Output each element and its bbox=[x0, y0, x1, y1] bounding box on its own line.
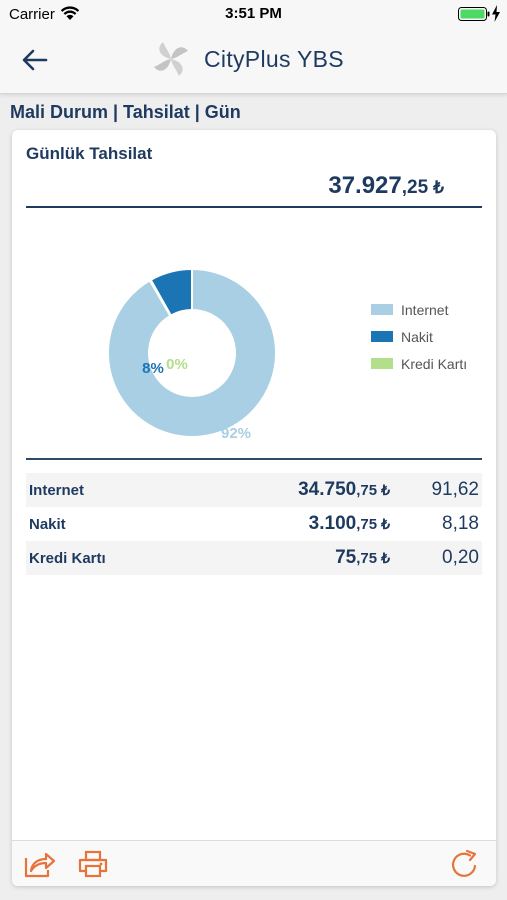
status-time: 3:51 PM bbox=[225, 5, 282, 22]
divider bbox=[26, 206, 482, 208]
carrier-label: Carrier bbox=[9, 6, 55, 23]
row-name: Nakit bbox=[29, 516, 66, 533]
divider bbox=[26, 458, 482, 460]
legend-swatch bbox=[371, 358, 393, 369]
legend-label: Kredi Kartı bbox=[401, 355, 468, 372]
table-row: Kredi Kartı 75,75 ₺ 0,20 bbox=[26, 541, 482, 575]
row-name: Internet bbox=[29, 482, 85, 499]
share-icon[interactable] bbox=[22, 849, 56, 879]
donut-data-label: 8% bbox=[142, 360, 164, 377]
legend-item: Nakit bbox=[371, 323, 467, 350]
row-amount-decimal: ,75 bbox=[356, 516, 378, 533]
table-row: Nakit 3.100,75 ₺ 8,18 bbox=[26, 507, 482, 541]
currency-symbol: ₺ bbox=[381, 550, 390, 566]
donut-slice-kredi-kartı bbox=[148, 278, 173, 318]
footer-toolbar bbox=[12, 840, 496, 886]
legend-label: Internet bbox=[401, 301, 449, 318]
row-amount-decimal: ,75 bbox=[356, 482, 378, 499]
total-amount-integer: 37.927 bbox=[328, 172, 402, 199]
cityplus-logo-icon bbox=[154, 42, 188, 76]
chart-legend: Internet Nakit Kredi Kartı bbox=[371, 296, 467, 377]
legend-swatch bbox=[371, 331, 393, 342]
currency-symbol: ₺ bbox=[381, 516, 390, 532]
breadcrumb: Mali Durum | Tahsilat | Gün bbox=[10, 102, 241, 122]
app-title: CityPlus YBS bbox=[204, 46, 344, 72]
currency-symbol: ₺ bbox=[381, 482, 390, 498]
breakdown-table: Internet 34.750,75 ₺ 91,62 Nakit 3.100,75… bbox=[26, 473, 482, 575]
status-bar: Carrier 3:51 PM bbox=[0, 0, 507, 28]
row-name: Kredi Kartı bbox=[29, 550, 106, 567]
legend-item: Internet bbox=[371, 296, 467, 323]
nav-bar: CityPlus YBS bbox=[0, 28, 507, 94]
row-amount-integer: 75 bbox=[335, 547, 357, 568]
donut-data-label: 92% bbox=[221, 425, 251, 438]
donut-slice-nakit bbox=[149, 267, 193, 317]
total-amount: 37.927,25 ₺ bbox=[328, 172, 444, 200]
card-title: Günlük Tahsilat bbox=[26, 144, 153, 163]
battery-icon bbox=[458, 7, 490, 21]
row-percent: 91,62 bbox=[431, 479, 479, 500]
row-amount: 3.100,75 ₺ bbox=[309, 513, 390, 535]
legend-swatch bbox=[371, 304, 393, 315]
row-amount-decimal: ,75 bbox=[356, 550, 378, 567]
row-amount: 75,75 ₺ bbox=[335, 547, 390, 569]
back-arrow-icon[interactable] bbox=[22, 48, 48, 72]
charging-icon bbox=[492, 5, 500, 22]
printer-icon[interactable] bbox=[76, 849, 110, 879]
wifi-icon bbox=[60, 6, 80, 20]
row-amount: 34.750,75 ₺ bbox=[298, 479, 390, 501]
legend-item: Kredi Kartı bbox=[371, 350, 467, 377]
row-amount-integer: 3.100 bbox=[308, 513, 357, 534]
row-amount-integer: 34.750 bbox=[298, 479, 357, 500]
total-amount-decimal: ,25 bbox=[401, 177, 429, 198]
donut-data-label: 0% bbox=[166, 356, 188, 373]
currency-symbol: ₺ bbox=[433, 178, 444, 197]
refresh-icon[interactable] bbox=[448, 849, 482, 879]
legend-label: Nakit bbox=[401, 328, 433, 345]
daily-collection-card: Günlük Tahsilat 37.927,25 ₺ 92% 8% 0% Inter… bbox=[12, 130, 496, 886]
donut-slice-internet bbox=[107, 267, 277, 438]
donut-chart: 92% 8% 0% bbox=[107, 267, 277, 438]
row-percent: 8,18 bbox=[442, 513, 479, 534]
row-percent: 0,20 bbox=[442, 547, 479, 568]
table-row: Internet 34.750,75 ₺ 91,62 bbox=[26, 473, 482, 507]
